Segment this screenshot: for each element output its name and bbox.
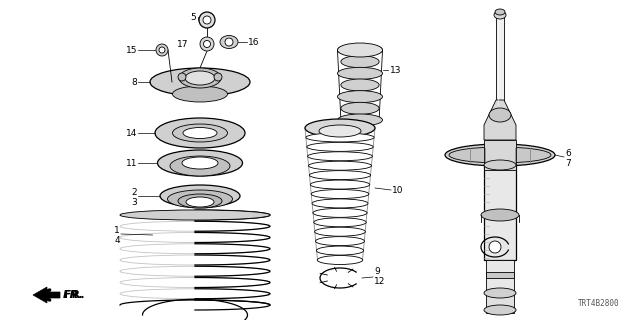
Text: 8: 8 xyxy=(131,77,137,86)
Ellipse shape xyxy=(120,221,270,231)
Ellipse shape xyxy=(449,147,551,163)
Ellipse shape xyxy=(306,133,374,142)
Text: 14: 14 xyxy=(125,129,137,138)
Text: 9: 9 xyxy=(374,268,380,276)
Ellipse shape xyxy=(316,246,364,255)
Ellipse shape xyxy=(337,114,383,126)
Ellipse shape xyxy=(160,185,240,207)
Text: FR.: FR. xyxy=(64,290,84,300)
Ellipse shape xyxy=(120,210,270,220)
Text: 3: 3 xyxy=(131,197,137,206)
Ellipse shape xyxy=(337,91,383,103)
Ellipse shape xyxy=(185,71,215,85)
Text: 11: 11 xyxy=(125,158,137,167)
Polygon shape xyxy=(33,287,60,303)
Circle shape xyxy=(214,73,222,81)
Text: 13: 13 xyxy=(390,66,401,75)
Ellipse shape xyxy=(311,189,369,198)
Ellipse shape xyxy=(308,161,371,170)
Ellipse shape xyxy=(308,152,372,161)
Ellipse shape xyxy=(183,127,217,139)
Ellipse shape xyxy=(314,218,366,227)
Circle shape xyxy=(203,16,211,24)
Ellipse shape xyxy=(495,9,505,15)
Text: 12: 12 xyxy=(374,277,385,286)
Text: 7: 7 xyxy=(565,158,571,167)
Text: 5: 5 xyxy=(190,12,196,21)
Ellipse shape xyxy=(120,210,270,220)
Ellipse shape xyxy=(484,288,516,298)
Ellipse shape xyxy=(120,266,270,276)
Circle shape xyxy=(200,37,214,51)
Ellipse shape xyxy=(309,171,371,180)
Ellipse shape xyxy=(173,86,227,102)
Ellipse shape xyxy=(120,233,270,243)
Ellipse shape xyxy=(310,180,370,189)
Ellipse shape xyxy=(484,305,516,315)
Ellipse shape xyxy=(120,277,270,287)
Ellipse shape xyxy=(316,237,365,246)
Ellipse shape xyxy=(341,56,379,68)
Ellipse shape xyxy=(170,156,230,176)
Ellipse shape xyxy=(307,142,373,151)
Text: 2: 2 xyxy=(131,188,137,196)
Circle shape xyxy=(489,241,501,253)
Ellipse shape xyxy=(489,108,511,122)
Ellipse shape xyxy=(155,118,245,148)
Polygon shape xyxy=(484,100,516,140)
Ellipse shape xyxy=(313,208,367,217)
Ellipse shape xyxy=(337,44,383,56)
Ellipse shape xyxy=(341,79,379,91)
Ellipse shape xyxy=(337,67,383,79)
Text: 4: 4 xyxy=(115,236,120,244)
Ellipse shape xyxy=(445,144,555,166)
Circle shape xyxy=(199,12,215,28)
Circle shape xyxy=(225,38,233,46)
Bar xyxy=(484,165,516,260)
Text: 17: 17 xyxy=(177,39,188,49)
Ellipse shape xyxy=(481,209,519,221)
Ellipse shape xyxy=(157,150,243,176)
Ellipse shape xyxy=(179,68,221,88)
Ellipse shape xyxy=(120,289,270,299)
Bar xyxy=(486,293,514,313)
Ellipse shape xyxy=(173,124,227,142)
Bar xyxy=(484,140,516,170)
Ellipse shape xyxy=(120,244,270,254)
Text: 10: 10 xyxy=(392,186,403,195)
Ellipse shape xyxy=(168,190,232,208)
Ellipse shape xyxy=(178,194,222,208)
Ellipse shape xyxy=(341,102,379,114)
Ellipse shape xyxy=(337,43,383,57)
Text: 6: 6 xyxy=(565,148,571,157)
Circle shape xyxy=(156,44,168,56)
Text: FR.: FR. xyxy=(63,290,84,300)
Text: TRT4B2800: TRT4B2800 xyxy=(579,299,620,308)
Text: 15: 15 xyxy=(125,45,137,54)
Circle shape xyxy=(159,47,165,53)
Ellipse shape xyxy=(220,36,238,49)
Circle shape xyxy=(204,41,211,47)
Ellipse shape xyxy=(484,160,516,170)
Ellipse shape xyxy=(182,157,218,169)
Ellipse shape xyxy=(315,227,365,236)
Ellipse shape xyxy=(120,255,270,265)
Bar xyxy=(486,272,514,278)
Ellipse shape xyxy=(319,125,361,137)
Ellipse shape xyxy=(150,68,250,96)
Bar xyxy=(486,260,514,290)
Text: 16: 16 xyxy=(248,37,259,46)
Ellipse shape xyxy=(312,199,368,208)
Ellipse shape xyxy=(317,255,363,265)
Ellipse shape xyxy=(494,11,506,19)
Ellipse shape xyxy=(186,197,214,207)
Text: 1: 1 xyxy=(115,226,120,235)
Bar xyxy=(496,15,504,105)
Circle shape xyxy=(178,73,186,81)
Ellipse shape xyxy=(305,119,375,137)
